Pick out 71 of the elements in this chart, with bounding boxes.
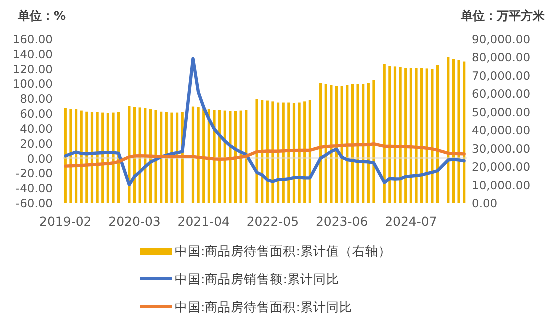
bar <box>399 67 402 203</box>
bar <box>346 85 349 203</box>
bar <box>112 112 115 203</box>
bar <box>394 66 397 203</box>
bar <box>197 108 200 203</box>
bar <box>420 68 424 203</box>
y-tick-label: -40.00 <box>16 182 53 196</box>
bar <box>426 68 428 203</box>
bar <box>415 68 418 203</box>
y2-tick-label: 80,000.00 <box>472 50 531 65</box>
x-tick-label: 2021-04 <box>178 214 230 229</box>
bar <box>170 112 174 203</box>
legend-label: 中国:商品房销售额:累计同比 <box>175 272 340 286</box>
x-tick-label: 2020-03 <box>108 214 161 229</box>
bar <box>383 64 386 203</box>
bar <box>245 110 248 203</box>
bar <box>154 110 158 203</box>
x-tick-label: 2024-07 <box>385 214 438 229</box>
y2-tick-label: 90,000.00 <box>472 32 531 46</box>
bar <box>410 68 412 203</box>
y-tick-label: -60.00 <box>16 196 53 210</box>
line-series <box>64 57 466 187</box>
y2-tick-label: 0.00 <box>472 196 498 210</box>
bar <box>436 65 440 203</box>
y2-tick-label: 10,000.00 <box>472 178 531 192</box>
y2-tick-label: 40,000.00 <box>472 124 531 138</box>
y-tick-label: 40.00 <box>20 122 53 136</box>
y-tick-label: 80.00 <box>20 92 53 106</box>
y-tick-label: 20.00 <box>20 136 53 151</box>
bar <box>463 62 466 203</box>
bar <box>340 86 344 203</box>
bar <box>160 112 163 203</box>
y-tick-label: 140.00 <box>12 47 53 62</box>
bar <box>330 85 333 203</box>
bar <box>304 102 306 203</box>
legend-label: 中国:商品房待售面积:累计值（右轴） <box>175 244 392 258</box>
x-tick-label: 2019-02 <box>40 214 92 229</box>
y2-tick-label: 50,000.00 <box>472 105 531 120</box>
x-tick-label: 2022-05 <box>246 214 300 229</box>
y-tick-label: 160.00 <box>12 32 53 46</box>
bar <box>202 108 206 203</box>
bar <box>272 102 274 203</box>
y2-tick-label: 20,000.00 <box>472 160 531 174</box>
bar <box>404 68 408 203</box>
x-tick-label: 2023-06 <box>316 214 368 229</box>
bar <box>351 84 354 203</box>
bar <box>165 112 168 203</box>
bar <box>447 57 450 203</box>
y-tick-label: 0.00 <box>27 152 53 166</box>
y-tick-label: -20.00 <box>16 166 53 181</box>
y2-tick-label: 60,000.00 <box>472 87 531 102</box>
bar <box>372 80 376 203</box>
bar <box>70 109 72 203</box>
bar <box>256 99 258 203</box>
bar <box>356 84 360 203</box>
y-tick-label: 120.00 <box>12 62 53 76</box>
y-tick-label: 100.00 <box>12 77 53 92</box>
bar <box>362 84 365 203</box>
bar <box>458 60 460 203</box>
bar <box>431 69 434 203</box>
bar <box>367 83 370 203</box>
bar <box>388 66 392 203</box>
y2-axis-title: 单位：万平方米 <box>460 9 546 23</box>
y2-tick-label: 70,000.00 <box>472 68 531 83</box>
line-series <box>64 142 466 168</box>
bar <box>192 106 195 203</box>
bar <box>452 59 456 203</box>
y-tick-label: 60.00 <box>20 107 53 122</box>
y-axis-title: 单位：% <box>17 9 66 23</box>
legend-label: 中国:商品房待售面积:累计同比 <box>175 300 352 314</box>
y2-tick-label: 30,000.00 <box>472 142 531 156</box>
